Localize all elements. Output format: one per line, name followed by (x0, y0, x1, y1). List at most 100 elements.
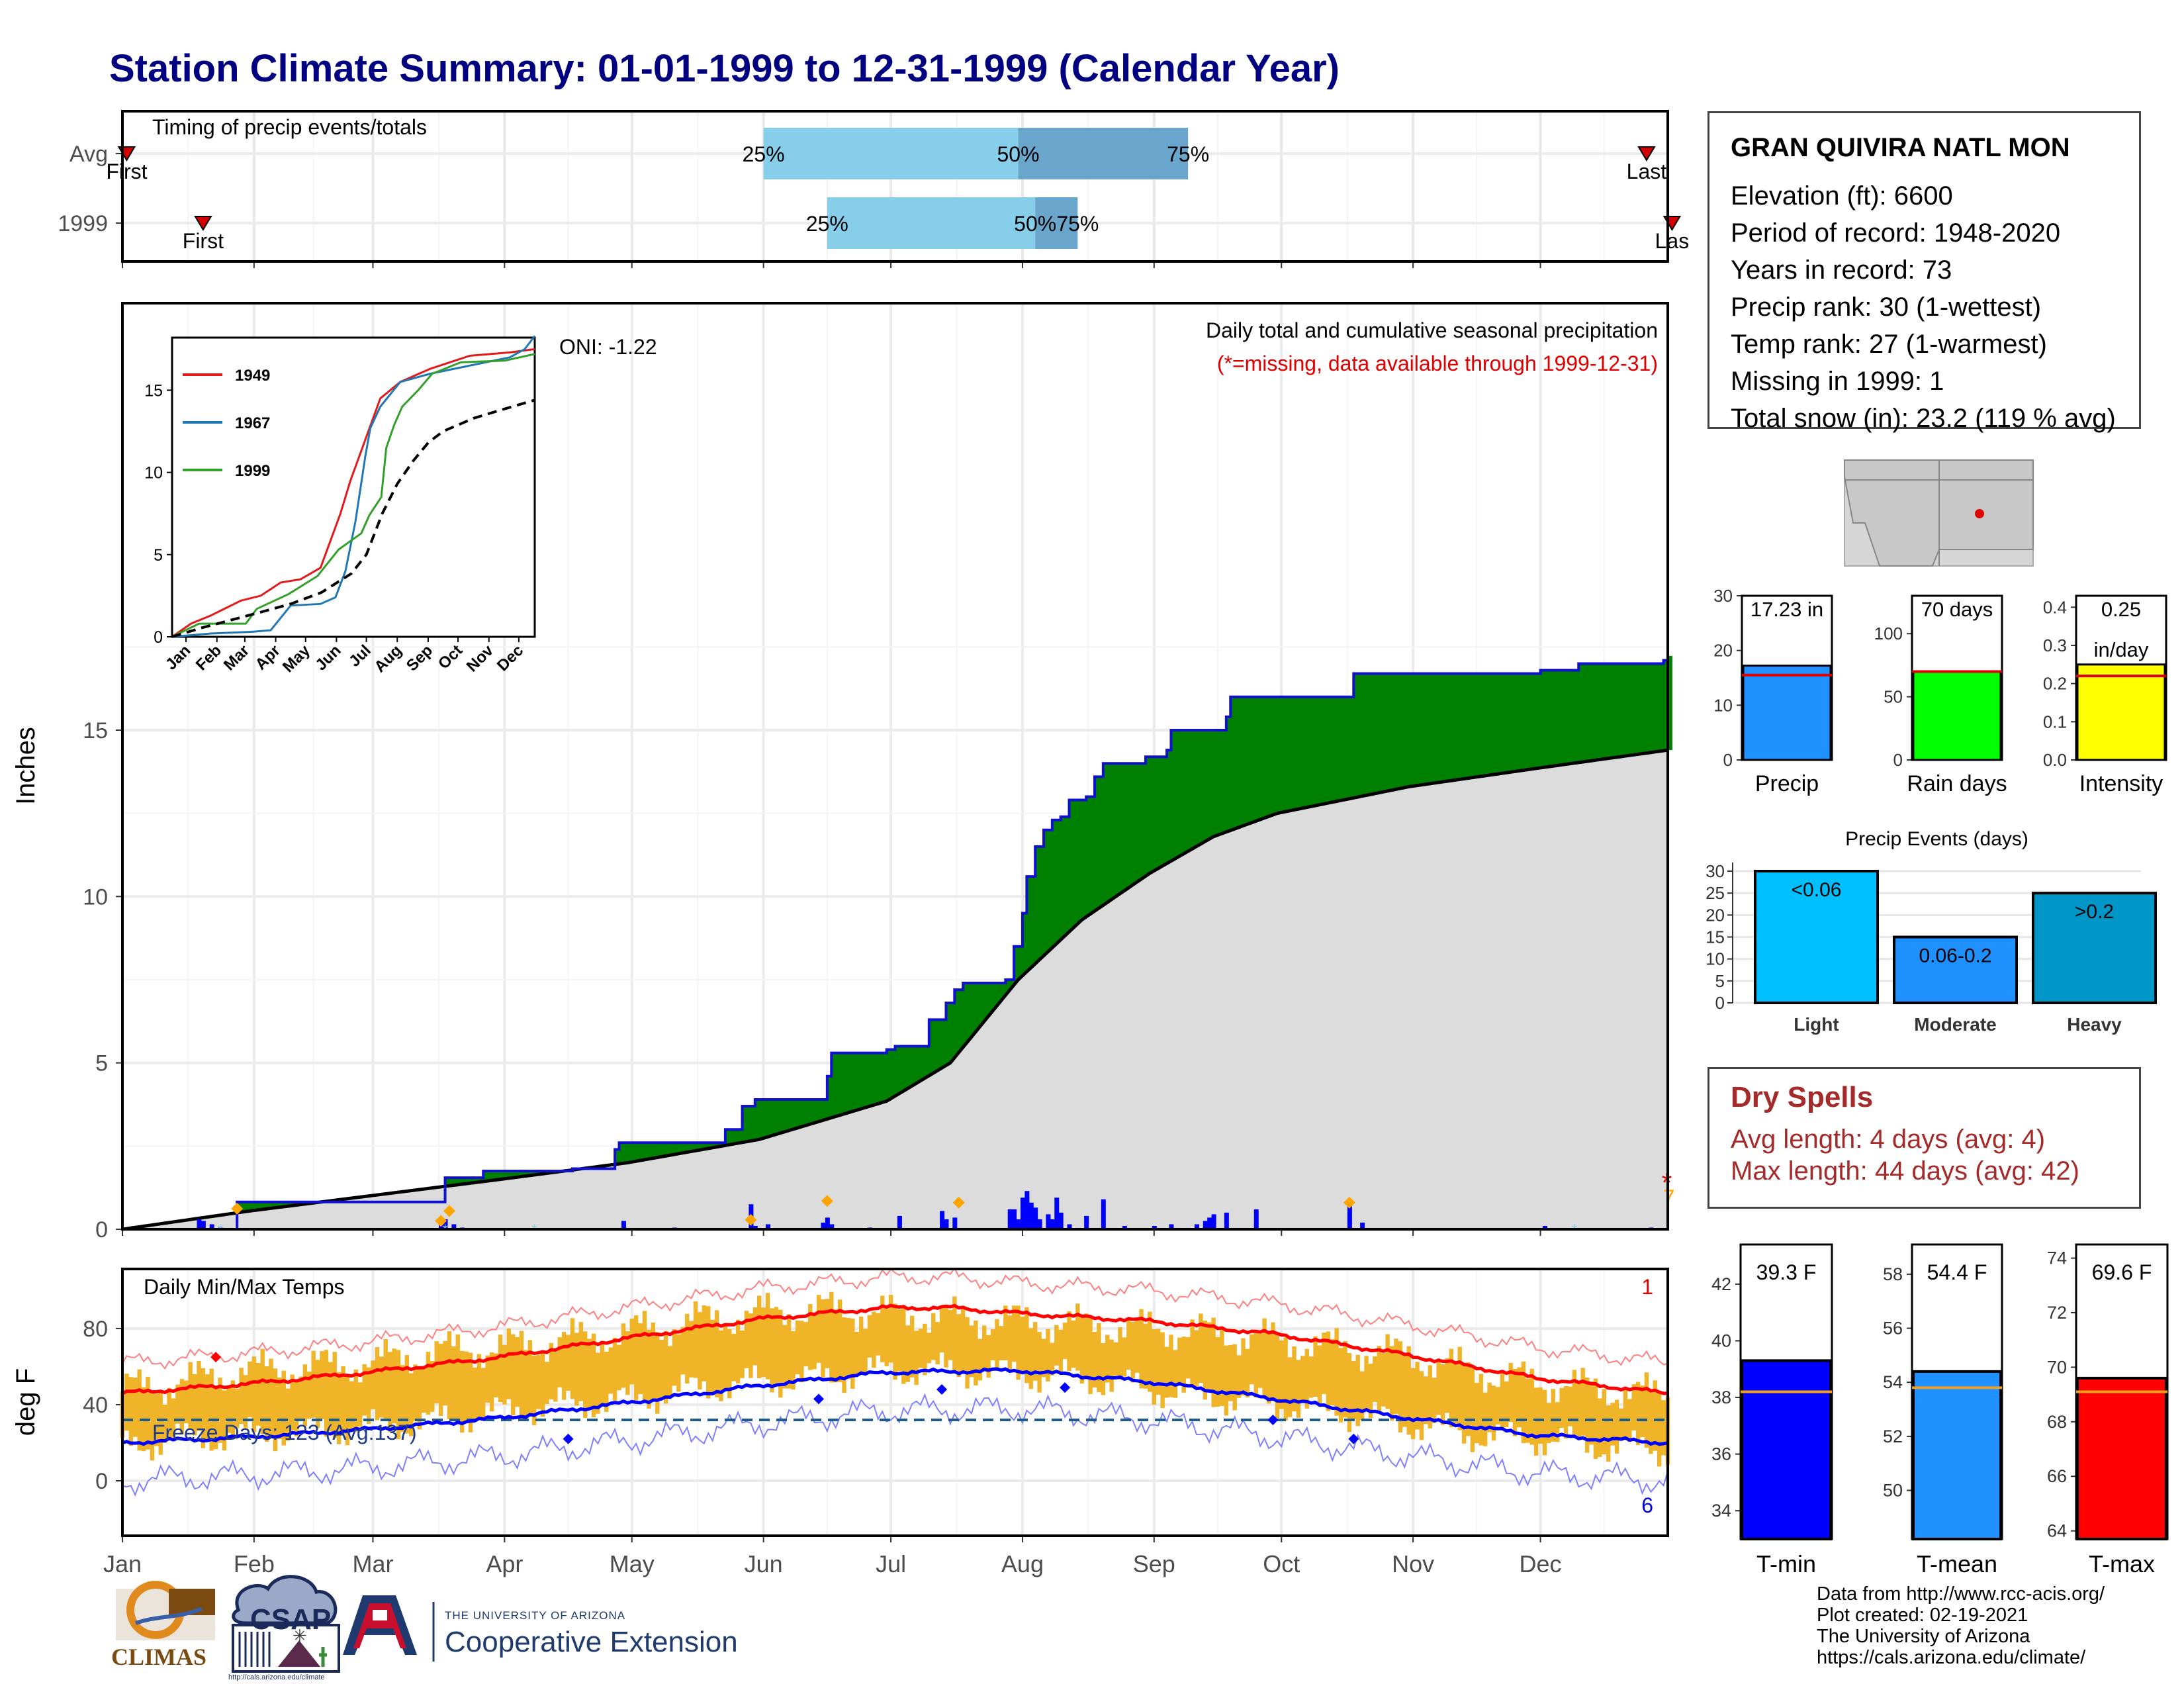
timing-p25-label: 25% (806, 212, 848, 236)
events-y-tick-label: 10 (1706, 949, 1725, 969)
tbar-y-tick-label: 42 (1711, 1274, 1731, 1294)
month-label: Mar (352, 1550, 393, 1577)
ua-small-text: THE UNIVERSITY OF ARIZONA (445, 1609, 626, 1622)
tbar-y-tick-label: 56 (1883, 1319, 1903, 1338)
climas-emblem-wave (135, 1607, 203, 1625)
precip-daily-bar (1203, 1221, 1208, 1229)
month-label: Jan (103, 1550, 142, 1577)
station-temp-rank: Temp rank: 27 (1-warmest) (1731, 330, 2047, 359)
timing-first-label: First (106, 160, 147, 183)
timing-p75-label: 75% (1167, 142, 1209, 166)
tbar-y-tick-label: 52 (1883, 1427, 1903, 1446)
precip-daily-bar (451, 1224, 457, 1229)
temps-record-low-line (122, 1393, 1668, 1497)
dry-spells-avg: Avg length: 4 days (avg: 4) (1731, 1125, 2046, 1154)
tbar-y-tick-label: 58 (1883, 1264, 1903, 1284)
temps-y-tick-label: 0 (95, 1469, 108, 1494)
temps-freeze-label: Freeze Days: 123 (Avg:137) (152, 1421, 417, 1444)
timing-first-marker (194, 216, 212, 231)
precip-oni: ONI: -1.22 (559, 335, 657, 359)
events-category-label: Moderate (1914, 1014, 1996, 1035)
ua-a-logo-hole (373, 1610, 387, 1620)
precip-daily-bar (1024, 1191, 1030, 1229)
precip-daily-bar (1020, 1197, 1025, 1229)
month-label: May (610, 1550, 655, 1577)
precip-daily-bar (1194, 1224, 1199, 1229)
timing-bar-25-50 (827, 197, 1036, 249)
inset-legend-label: 1999 (235, 462, 270, 480)
month-label: Apr (486, 1550, 523, 1577)
precip-snow-marker (952, 1196, 965, 1209)
temps-daily-range-bars (120, 1291, 1670, 1467)
temps-y-tick-label: 40 (83, 1393, 108, 1418)
credit-university: The University of Arizona (1817, 1626, 2030, 1647)
temps-border (121, 1268, 1669, 1537)
events-bar-label: >0.2 (2075, 901, 2114, 923)
pbar-value-bar (1912, 670, 2002, 761)
timing-p50-label: 50% (997, 142, 1040, 166)
precip-daily-bar (1224, 1212, 1229, 1229)
events-bar (2032, 892, 2157, 1004)
precip-daily-bar (1054, 1197, 1060, 1229)
precip-daily-bar (1084, 1215, 1089, 1229)
precip-avg-cumulative-line (122, 748, 1668, 1231)
month-label: Jul (876, 1550, 906, 1577)
precip-snow-marker (745, 1213, 757, 1226)
month-label: Jun (745, 1550, 783, 1577)
timing-row-label: 1999 (58, 211, 108, 236)
inset-bg (171, 336, 536, 638)
pbar-value-bar (1742, 665, 1832, 761)
temps-y-axis-label: deg F (11, 1368, 40, 1436)
temps-title: Daily Min/Max Temps (144, 1275, 344, 1299)
precip-daily-bar (1046, 1214, 1051, 1229)
precip-y-tick-label: 0 (95, 1217, 108, 1243)
month-label: Sep (1133, 1550, 1175, 1577)
precip-daily-bar (1028, 1202, 1034, 1229)
temps-record-high-count: 1 (1641, 1275, 1653, 1299)
precip-daily-bar (1207, 1217, 1212, 1229)
precip-daily-bar (897, 1215, 902, 1229)
temps-record-low-marker (813, 1393, 825, 1405)
station-elevation: Elevation (ft): 6600 (1731, 181, 1953, 211)
ua-a-logo-inner (353, 1603, 406, 1648)
precip-daily-bar (1360, 1222, 1365, 1229)
pbar-value-label: 17.23 in (1751, 598, 1823, 621)
tbar-y-tick-label: 72 (2047, 1303, 2067, 1323)
temps-chart: Jan Feb Mar Apr May Jun Jul Aug Sep Oct Nov Dec 0 40 8… (11, 1267, 1670, 1577)
precip-avg-cumulative-area (122, 750, 1668, 1229)
precip-daily-bar (209, 1224, 214, 1229)
station-years: Years in record: 73 (1731, 256, 1952, 285)
tbar-y-tick-label: 38 (1711, 1387, 1731, 1407)
events-bar (1754, 870, 1879, 1004)
station-info-box: GRAN QUIVIRA NATL MON Elevation (ft): 66… (1707, 111, 2141, 433)
station-missing: Missing in 1999: 1 (1731, 367, 1944, 396)
events-bar-label: 0.06-0.2 (1919, 945, 1991, 967)
map-station-dot (1975, 509, 1984, 518)
precip-daily-bar (821, 1222, 826, 1229)
pbar-y-tick-label: 50 (1884, 687, 1903, 707)
credits: Data from http://www.rcc-acis.org/ Plot … (1817, 1583, 2105, 1668)
tbar-y-tick-label: 54 (1883, 1372, 1903, 1392)
tbar-y-tick-label: 68 (2047, 1412, 2067, 1432)
precip-above-avg-area (122, 655, 1672, 1229)
precip-daily-bar (829, 1224, 835, 1229)
ua-big-text: Cooperative Extension (445, 1626, 738, 1658)
tbar-y-tick-label: 70 (2047, 1357, 2067, 1377)
temps-record-high-line (122, 1267, 1668, 1370)
tbar-value-label: 39.3 F (1756, 1260, 1817, 1284)
precip-daily-bar (197, 1219, 202, 1229)
precip-daily-bar (1012, 1209, 1017, 1229)
station-name: GRAN QUIVIRA NATL MON (1731, 133, 2070, 162)
precip-snow-marker (443, 1205, 455, 1217)
precip-daily-bar (752, 1225, 758, 1229)
temps-record-low-count: 6 (1641, 1493, 1653, 1517)
precip-daily-bar (621, 1221, 626, 1229)
timing-title: Timing of precip events/totals (152, 115, 427, 139)
temps-avg-tmax-line (121, 1303, 1668, 1395)
inset-legend-label: 1967 (235, 414, 270, 432)
tbar-y-tick-label: 66 (2047, 1466, 2067, 1486)
tbar-y-tick-label: 50 (1883, 1481, 1903, 1501)
temps-record-low-marker (936, 1384, 948, 1395)
timing-last-label: Last (1627, 160, 1667, 183)
